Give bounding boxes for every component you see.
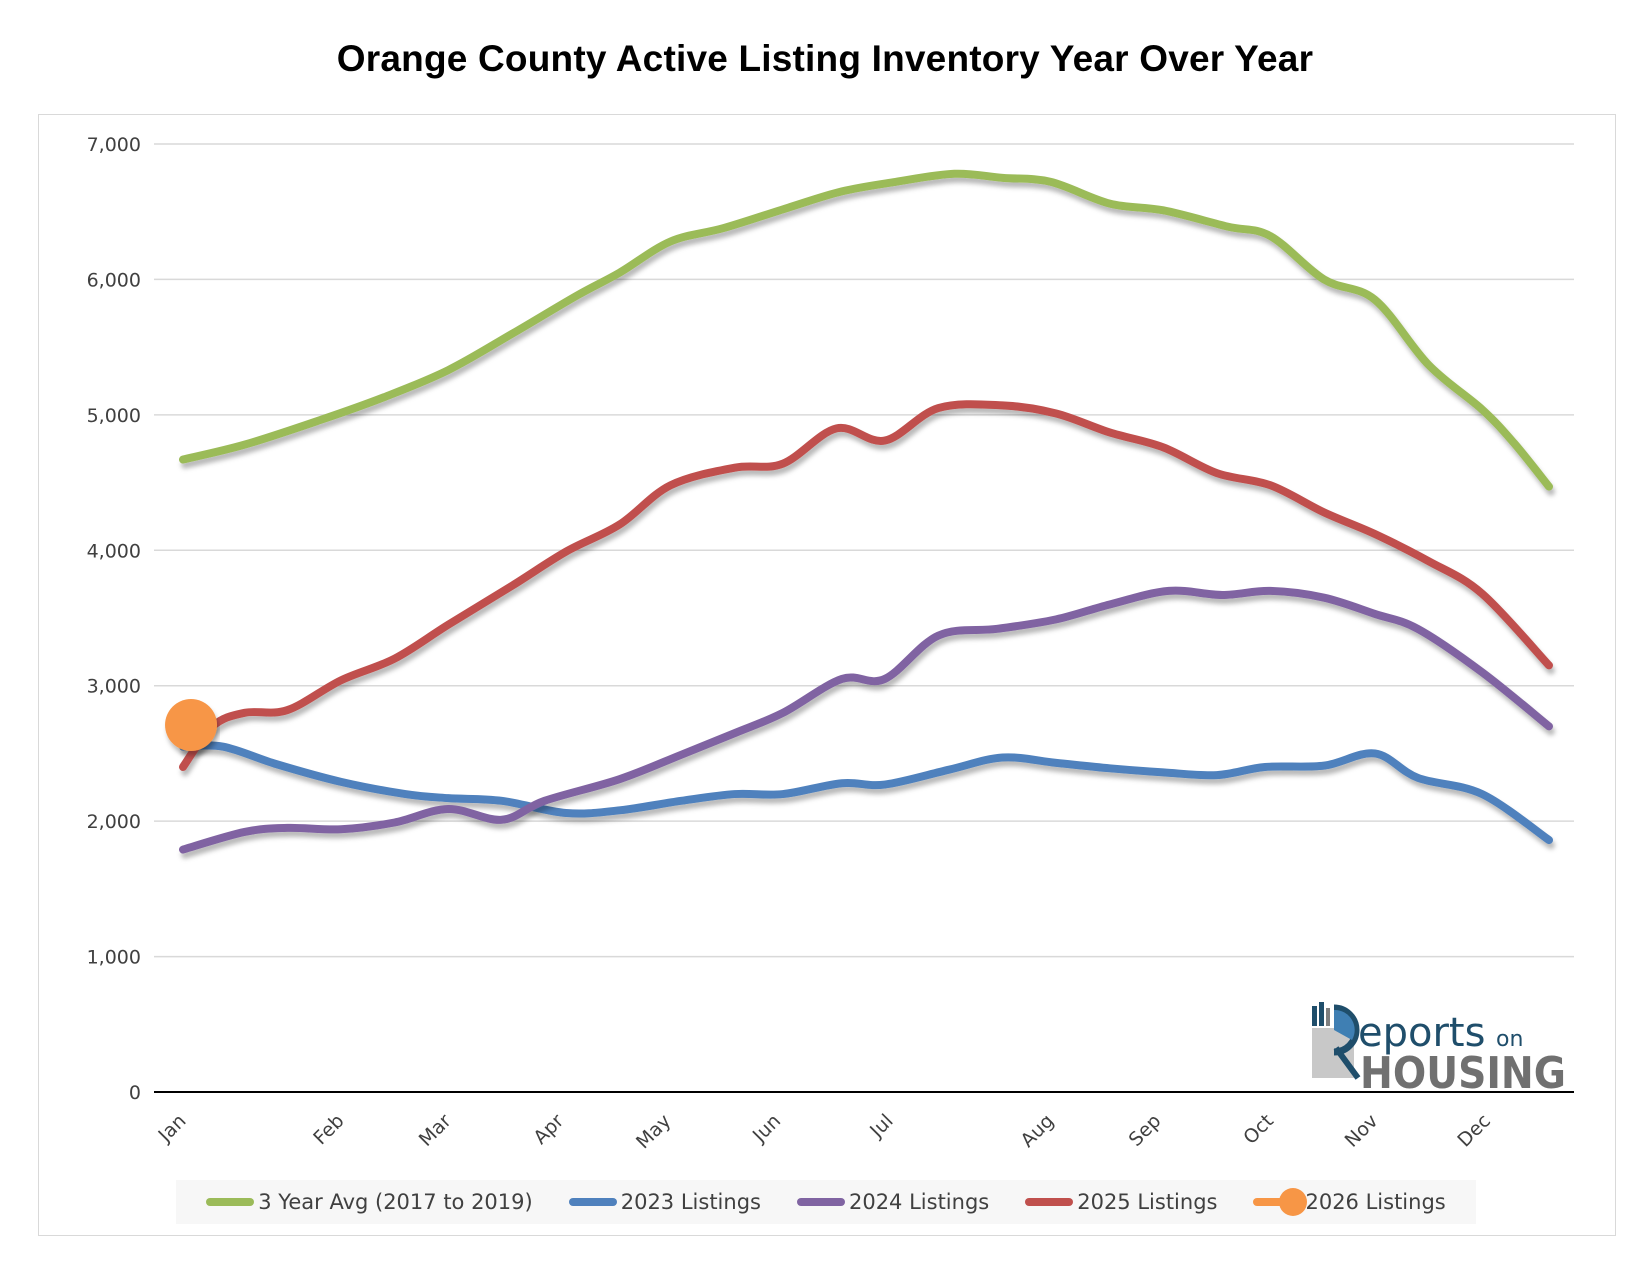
legend-item: 2023 Listings — [568, 1190, 761, 1214]
legend-item: 2024 Listings — [796, 1190, 990, 1214]
x-tick-label: May — [632, 1110, 675, 1153]
y-tick-label: 3,000 — [87, 676, 141, 698]
x-tick-label: Sep — [1125, 1110, 1166, 1151]
x-tick-label: Mar — [415, 1110, 456, 1151]
series-2023-listings-line — [179, 741, 1553, 845]
logo-text-on: on — [1496, 1027, 1523, 1052]
series-2024-listings-line — [179, 586, 1553, 854]
gridlines — [154, 143, 1574, 958]
x-tick-label: Jan — [154, 1110, 191, 1147]
logo-r-bowl-icon — [1333, 1004, 1360, 1056]
y-tick-label: 7,000 — [87, 134, 141, 156]
legend-item: 2025 Listings — [1025, 1190, 1217, 1214]
x-tick-label: Apr — [529, 1110, 568, 1149]
legend-label: 2024 Listings — [848, 1190, 990, 1214]
x-tick-label: Aug — [1017, 1110, 1059, 1152]
x-axis: Jan Feb Mar Apr May Jun Jul Aug Sep Oct Nov Dec — [154, 1091, 1574, 1153]
legend-label: 2025 Listings — [1077, 1190, 1218, 1214]
legend-swatch — [206, 1198, 255, 1206]
x-tick-label: Nov — [1341, 1110, 1383, 1152]
legend-label: 2023 Listings — [620, 1190, 761, 1214]
legend-swatch — [1025, 1198, 1074, 1206]
x-tick-label: Jul — [865, 1110, 897, 1142]
legend-marker — [1279, 1188, 1308, 1216]
legend-label: 3 Year Avg (2017 to 2019) — [258, 1190, 533, 1214]
chart-title: Orange County Active Listing Inventory Y… — [336, 38, 1314, 79]
y-tick-label: 5,000 — [87, 405, 141, 427]
legend: 3 Year Avg (2017 to 2019) 2023 Listings 20… — [176, 1180, 1476, 1224]
chart-frame — [38, 114, 1616, 1236]
legend-swatch — [1253, 1188, 1308, 1216]
logo-text-reports: eports — [1358, 1010, 1485, 1056]
x-tick-label: Jun — [748, 1110, 785, 1147]
y-tick-label: 2,000 — [87, 811, 141, 833]
legend-label: 2026 Listings — [1305, 1190, 1446, 1214]
legend-item: 2026 Listings — [1253, 1188, 1446, 1216]
x-tick-label: Feb — [309, 1110, 348, 1149]
x-tick-label: Oct — [1239, 1110, 1278, 1149]
logo-text-housing: HOUSING — [1360, 1048, 1566, 1092]
legend-swatch — [796, 1198, 845, 1206]
y-axis: 0 1,000 2,000 3,000 4,000 5,000 6,000 7,000 — [87, 134, 141, 1104]
x-tick-label: Dec — [1453, 1110, 1495, 1152]
series-2025-listings-line — [179, 400, 1553, 771]
series-group — [165, 169, 1553, 854]
series-3-year-avg-2017-to-2019-line — [179, 169, 1553, 491]
y-tick-label: 6,000 — [87, 269, 141, 291]
y-tick-label: 1,000 — [87, 947, 141, 969]
legend-swatch — [568, 1198, 617, 1206]
y-tick-label: 0 — [129, 1082, 141, 1104]
y-tick-label: 4,000 — [87, 540, 141, 562]
series-2026-listings-point — [165, 698, 218, 751]
reports-on-housing-logo: eports on HOUSING — [1312, 1000, 1572, 1099]
legend-item: 3 Year Avg (2017 to 2019) — [206, 1190, 533, 1214]
